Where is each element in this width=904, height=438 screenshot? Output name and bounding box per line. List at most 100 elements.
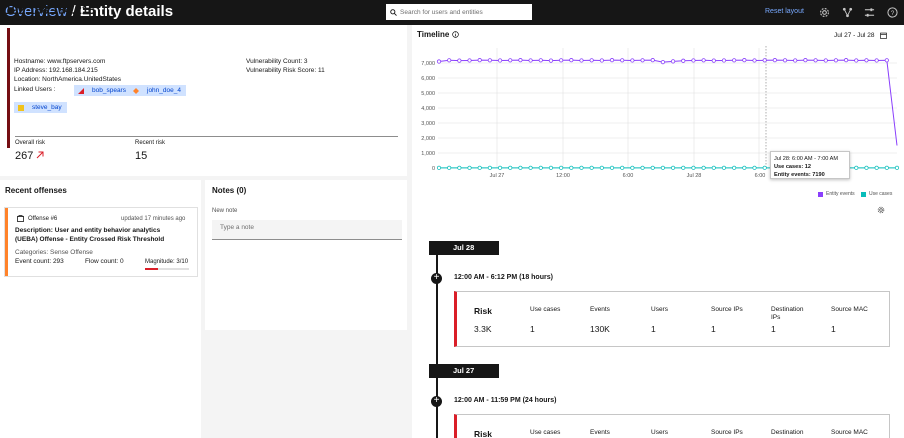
offense-id[interactable]: Offense #6 bbox=[28, 216, 58, 222]
entity-summary-panel bbox=[0, 25, 407, 176]
events-header: Events bbox=[590, 429, 610, 436]
chart-settings-icon[interactable] bbox=[877, 206, 885, 214]
data-point bbox=[660, 165, 666, 170]
expand-icon[interactable]: + bbox=[431, 396, 442, 407]
data-point bbox=[569, 58, 574, 63]
data-point bbox=[844, 58, 849, 63]
offense-event-count: Event count: 293 bbox=[15, 258, 64, 265]
data-point bbox=[803, 58, 808, 63]
data-point bbox=[589, 165, 594, 170]
linked-users-label: Linked Users : bbox=[14, 86, 56, 93]
breadcrumb-overview-link[interactable]: Overview bbox=[5, 3, 68, 20]
data-point bbox=[732, 165, 737, 170]
offense-card[interactable] bbox=[5, 208, 197, 276]
data-point bbox=[497, 58, 503, 63]
svg-text:?: ? bbox=[891, 10, 895, 17]
data-point bbox=[640, 58, 645, 63]
breadcrumb: Overview / Entity details bbox=[5, 3, 173, 21]
linked-user-tag-steve-bay[interactable]: steve_bay bbox=[14, 102, 67, 113]
expand-icon[interactable]: + bbox=[431, 273, 442, 284]
destination-ips-header-line1: Destination bbox=[771, 429, 804, 436]
x-tick-label: Jul 27 bbox=[490, 173, 505, 179]
data-point bbox=[762, 58, 767, 63]
data-point bbox=[701, 58, 706, 63]
data-point bbox=[742, 165, 747, 170]
data-point bbox=[569, 165, 574, 170]
data-point bbox=[497, 165, 503, 170]
magnitude-bar-fill bbox=[145, 268, 159, 270]
data-point bbox=[508, 58, 513, 63]
calendar-icon[interactable] bbox=[880, 32, 888, 39]
series-line-entity-events bbox=[438, 59, 898, 146]
help-icon[interactable]: ? bbox=[887, 7, 898, 18]
legend-entity-events[interactable]: Entity events bbox=[818, 191, 855, 197]
data-point bbox=[701, 165, 706, 170]
overall-risk-value: 267 bbox=[15, 150, 44, 162]
data-point bbox=[447, 165, 452, 170]
data-point bbox=[793, 58, 798, 63]
data-point bbox=[823, 58, 828, 63]
data-point bbox=[854, 165, 859, 170]
y-tick-label: 3,000 bbox=[421, 121, 435, 127]
data-point bbox=[609, 58, 615, 63]
data-point bbox=[782, 58, 788, 63]
top-header: Overview/Entity details Reset layout ? bbox=[0, 0, 904, 25]
source-mac-header: Source MAC bbox=[831, 429, 868, 436]
data-point bbox=[640, 165, 645, 170]
overall-risk-label: Overall risk bbox=[15, 140, 46, 146]
legend-label: Use cases bbox=[869, 191, 893, 197]
data-point bbox=[467, 58, 472, 63]
data-point bbox=[599, 165, 604, 170]
search-box[interactable] bbox=[386, 4, 532, 20]
data-point bbox=[559, 58, 564, 63]
linked-user-tag-bob-spears[interactable]: bob_spears bbox=[74, 85, 131, 96]
data-point bbox=[864, 58, 869, 63]
recent-risk-label: Recent risk bbox=[135, 140, 166, 146]
source-ips-value: 1 bbox=[711, 324, 716, 334]
risk-value: 3.3K bbox=[474, 324, 492, 334]
triangle-icon bbox=[78, 87, 84, 94]
notes-title: Notes (0) bbox=[212, 186, 247, 195]
magnitude-bar bbox=[145, 268, 189, 270]
timeline-vertical-line bbox=[436, 255, 438, 438]
info-icon[interactable] bbox=[451, 31, 459, 39]
data-point bbox=[681, 165, 686, 170]
data-point bbox=[579, 165, 584, 170]
source-mac-value: 1 bbox=[831, 324, 836, 334]
data-point bbox=[630, 58, 635, 63]
data-point bbox=[660, 59, 666, 65]
linked-user-name: john_doe_4 bbox=[147, 87, 181, 94]
y-tick-label: 0 bbox=[432, 166, 435, 172]
day-stats-card[interactable]: Risk Use cases Events Users Source IPs D… bbox=[454, 414, 890, 438]
tooltip-time: Jul 28: 6:00 AM - 7:00 AM bbox=[774, 156, 839, 162]
tooltip-entity-events: Entity events: 7190 bbox=[774, 172, 825, 178]
data-point bbox=[620, 165, 625, 170]
search-input[interactable] bbox=[400, 8, 530, 16]
note-textarea[interactable] bbox=[212, 220, 402, 240]
data-point bbox=[884, 58, 889, 63]
data-point bbox=[732, 58, 737, 63]
sliders-icon[interactable] bbox=[864, 7, 875, 18]
data-point bbox=[436, 59, 442, 64]
data-point bbox=[864, 165, 869, 170]
network-icon[interactable] bbox=[842, 7, 853, 18]
y-tick-label: 7,000 bbox=[421, 61, 435, 67]
offense-flow-count: Flow count: 0 bbox=[85, 258, 124, 265]
y-tick-label: 4,000 bbox=[421, 106, 435, 112]
day-stats-card[interactable]: Risk 3.3K Use cases 1 Events 130K Users … bbox=[454, 291, 890, 347]
page-title: Entity details bbox=[79, 3, 174, 20]
timeline-title-text: Timeline bbox=[417, 30, 450, 39]
legend-use-cases[interactable]: Use cases bbox=[861, 191, 892, 197]
users-header: Users bbox=[651, 306, 668, 313]
linked-user-tag-john-doe-4[interactable]: john_doe_4 bbox=[129, 85, 186, 96]
vulnerability-risk-score: Vulnerability Risk Score: 11 bbox=[246, 67, 325, 74]
entity-domain: www.ftpservers.com bbox=[5, 17, 74, 24]
reset-layout-link[interactable]: Reset layout bbox=[765, 8, 804, 15]
date-range-picker[interactable]: Jul 27 - Jul 28 bbox=[834, 32, 888, 39]
legend-swatch bbox=[861, 191, 866, 197]
time-range-label: 12:00 AM - 6:12 PM (18 hours) bbox=[454, 274, 553, 281]
data-point bbox=[884, 165, 889, 170]
data-point bbox=[477, 165, 482, 170]
data-point bbox=[894, 165, 900, 170]
gear-icon[interactable] bbox=[819, 7, 830, 18]
